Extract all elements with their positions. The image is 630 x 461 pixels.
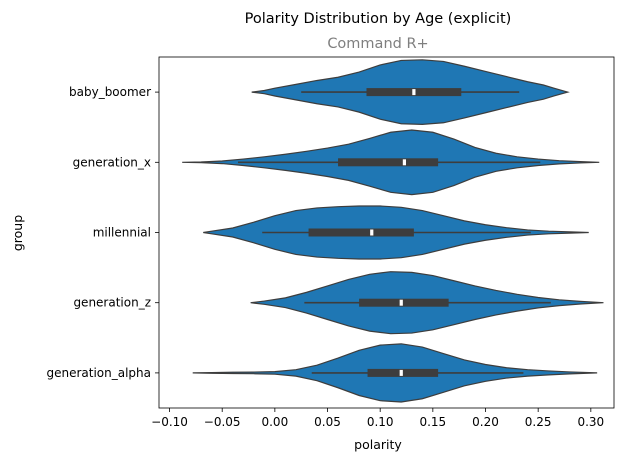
y-tick-label-millennial: millennial [93, 226, 151, 240]
x-tick-label-3: 0.05 [314, 415, 341, 429]
y-tick-label-baby_boomer: baby_boomer [69, 85, 151, 99]
x-tick-label-5: 0.15 [419, 415, 446, 429]
violin-layer [182, 59, 604, 403]
x-tick-label-0: −0.10 [151, 415, 188, 429]
x-tick-label-7: 0.25 [525, 415, 552, 429]
y-tick-label-generation_alpha: generation_alpha [46, 366, 151, 380]
chart-subtitle: Command R+ [327, 36, 428, 52]
x-tick-label-8: 0.30 [577, 415, 604, 429]
y-axis: baby_boomer generation_x millennial generat… [46, 85, 159, 380]
x-axis-label: polarity [354, 437, 402, 452]
iqr-box-millennial [308, 228, 414, 237]
x-axis: −0.10 −0.05 0.00 0.05 0.10 0.15 0.20 0.25 0.30 [151, 408, 604, 429]
iqr-box-generation_x [338, 158, 439, 167]
plot-frame [158, 56, 615, 409]
y-tick-label-generation_z: generation_z [73, 296, 151, 310]
median-marker-millennial [370, 229, 374, 236]
chart-title: Polarity Distribution by Age (explicit) [245, 11, 512, 27]
x-tick-label-1: −0.05 [204, 415, 241, 429]
median-marker-generation_alpha [399, 369, 403, 376]
x-tick-label-2: 0.00 [261, 415, 288, 429]
x-tick-label-4: 0.10 [367, 415, 394, 429]
median-marker-generation_x [402, 159, 407, 166]
median-marker-generation_z [399, 299, 403, 306]
y-tick-label-generation_x: generation_x [73, 155, 151, 169]
median-marker-baby_boomer [412, 89, 416, 96]
x-tick-label-6: 0.20 [472, 415, 499, 429]
iqr-box-generation_z [359, 298, 449, 307]
y-axis-label: group [10, 215, 25, 251]
